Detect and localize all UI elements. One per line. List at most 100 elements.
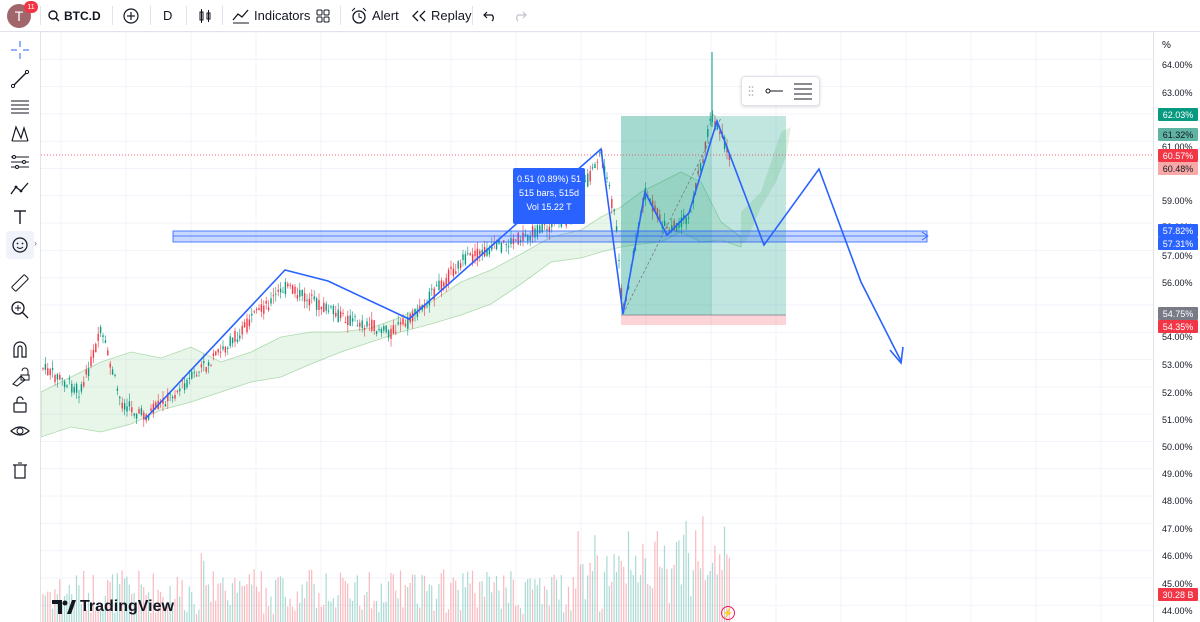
volume-bar [567, 586, 570, 622]
support-zone-band[interactable] [172, 230, 928, 243]
candle-body [375, 331, 378, 334]
volume-bar [128, 584, 130, 622]
emoji-icon[interactable] [6, 231, 34, 259]
price-axis[interactable]: % 64.00%63.00%61.00%59.00%58.00%57.00%56… [1153, 32, 1200, 622]
alert-button[interactable]: Alert [350, 0, 399, 31]
volume-bar [661, 568, 663, 622]
price-tag: 60.57% [1158, 149, 1198, 162]
candle-body [611, 199, 613, 209]
candle-body [116, 388, 119, 391]
volume-bar [505, 587, 507, 622]
volume-bar [378, 611, 380, 622]
symbol-search-button[interactable]: BTC.D [47, 0, 101, 31]
magnet-icon[interactable] [6, 335, 34, 363]
candle-body [709, 118, 711, 121]
trend-dashed-line [622, 117, 722, 315]
long-position-target-zone[interactable] [621, 116, 786, 315]
candle-body [291, 285, 294, 294]
pattern-icon[interactable] [6, 120, 34, 148]
candle-body [104, 340, 107, 343]
volume-bar [224, 590, 226, 622]
replay-button[interactable]: Replay [411, 0, 471, 31]
volume-bar [311, 569, 313, 622]
candle-body [332, 305, 335, 315]
candle-body [229, 336, 231, 347]
horizontal-lines-icon[interactable] [6, 92, 34, 120]
candle-body [349, 315, 351, 326]
interval-button[interactable]: D [163, 0, 172, 31]
volume-bar [155, 612, 157, 622]
volume-bar [150, 612, 152, 622]
volume-bar [517, 604, 519, 622]
candle-body [467, 253, 469, 255]
volume-bar [133, 592, 135, 622]
line-style-icon[interactable] [764, 85, 784, 97]
volume-bar [414, 574, 416, 622]
candle-body [339, 311, 342, 318]
volume-bar [306, 581, 308, 622]
volume-bar [368, 572, 370, 622]
lock-drawings-icon[interactable] [6, 363, 34, 391]
candle-body [203, 361, 205, 364]
ruler-icon[interactable] [6, 269, 34, 297]
chart-type-button[interactable] [198, 0, 212, 31]
wave-path[interactable] [144, 118, 902, 420]
trend-line-icon[interactable] [6, 65, 34, 93]
alarm-clock-icon [351, 7, 367, 24]
candle-body [241, 325, 243, 335]
candle-body [680, 217, 683, 227]
trash-icon[interactable] [6, 456, 34, 484]
candle-body [522, 232, 524, 242]
candle-body [231, 337, 234, 344]
drag-handle-icon[interactable] [748, 85, 754, 97]
volume-bar [373, 600, 375, 622]
candle-body [325, 303, 327, 311]
candle-body [529, 235, 531, 241]
projection-icon[interactable] [6, 175, 34, 203]
undo-button[interactable] [483, 0, 497, 31]
volume-bar [78, 585, 80, 622]
interval-label: D [163, 8, 173, 23]
candle-body [99, 326, 102, 334]
volume-bar [205, 585, 207, 622]
tradingview-logo-icon [52, 600, 76, 614]
zoom-icon[interactable] [6, 296, 34, 324]
volume-bar [543, 586, 546, 622]
volume-bar [479, 581, 481, 622]
candle-body [507, 245, 510, 247]
candle-body [251, 313, 253, 316]
fib-icon[interactable] [6, 148, 34, 176]
candle-body [356, 325, 359, 327]
candle-body [548, 226, 551, 233]
lightning-icon[interactable]: ⚡ [721, 606, 735, 620]
volume-bar [61, 603, 63, 622]
volume-bar [471, 570, 474, 622]
candle-body [222, 346, 224, 350]
volume-bar [83, 570, 85, 622]
volume-bar [183, 610, 186, 622]
volume-bar [143, 587, 145, 622]
indicators-button[interactable]: Indicators [232, 0, 310, 31]
candle-body [455, 271, 457, 274]
volume-bar [534, 579, 536, 622]
chart-canvas[interactable] [41, 32, 1153, 622]
volume-bar [632, 574, 634, 622]
volume-bar [66, 593, 68, 622]
layouts-button[interactable] [315, 0, 331, 31]
candle-body [181, 380, 183, 382]
crosshair-icon[interactable] [6, 36, 34, 64]
settings-lines-icon[interactable] [792, 81, 814, 101]
candle-body [207, 362, 210, 366]
eye-icon[interactable] [6, 417, 34, 445]
text-icon[interactable] [6, 203, 34, 231]
expand-arrow-icon[interactable]: › [34, 238, 37, 248]
candle-body [296, 295, 299, 299]
candle-body [606, 177, 608, 179]
compare-symbol-button[interactable] [122, 0, 140, 31]
redo-button[interactable] [513, 0, 527, 31]
candle-body [243, 322, 246, 328]
volume-bar [637, 582, 639, 622]
unlock-icon[interactable] [6, 390, 34, 418]
long-position-stop-zone[interactable] [621, 315, 786, 325]
candle-body [673, 220, 675, 231]
